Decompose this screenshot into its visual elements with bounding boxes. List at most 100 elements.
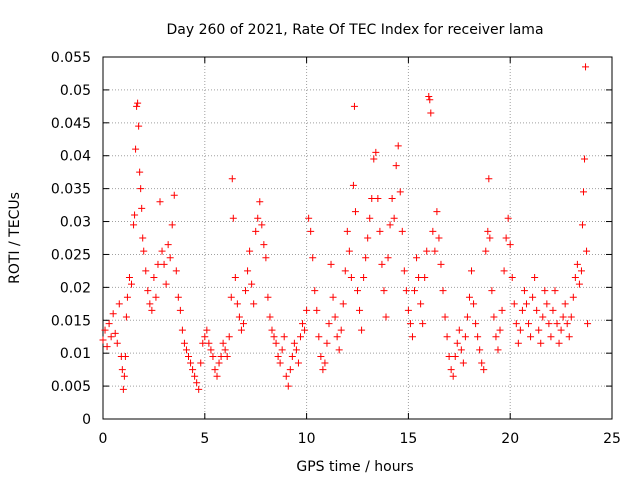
data-point	[174, 293, 182, 301]
data-point	[209, 352, 217, 360]
data-point	[221, 346, 229, 354]
data-point	[457, 346, 465, 354]
data-point	[500, 267, 508, 275]
data-point	[426, 96, 434, 104]
data-point	[195, 385, 203, 393]
data-point	[531, 273, 539, 281]
data-point	[356, 306, 364, 314]
data-point	[99, 336, 107, 344]
data-point	[567, 313, 575, 321]
data-point	[276, 359, 284, 367]
data-point	[103, 343, 111, 351]
data-point	[488, 287, 496, 295]
data-point	[162, 280, 170, 288]
data-point	[282, 372, 290, 380]
y-tick-label: 0.055	[51, 50, 91, 66]
x-tick-label: 15	[399, 431, 417, 447]
data-point	[217, 352, 225, 360]
data-point	[337, 326, 345, 334]
data-point	[120, 372, 128, 380]
data-point	[516, 326, 524, 334]
data-point	[520, 287, 528, 295]
data-point	[547, 333, 555, 341]
data-point	[193, 379, 201, 387]
x-tick-label: 5	[200, 431, 209, 447]
data-point	[260, 241, 268, 249]
data-point	[541, 287, 549, 295]
data-point	[386, 221, 394, 229]
data-point	[388, 195, 396, 203]
data-point	[484, 227, 492, 235]
data-point	[262, 254, 270, 262]
x-tick-label: 0	[99, 431, 108, 447]
data-point	[327, 260, 335, 268]
data-point	[510, 300, 518, 308]
data-point	[144, 287, 152, 295]
data-point	[309, 254, 317, 262]
data-point	[508, 273, 516, 281]
data-point	[476, 346, 484, 354]
data-point	[480, 366, 488, 374]
data-point	[239, 320, 247, 328]
data-point	[468, 267, 476, 275]
data-point	[201, 333, 209, 341]
data-point	[228, 175, 236, 183]
data-point	[286, 366, 294, 374]
data-point	[579, 188, 587, 196]
data-point	[136, 168, 144, 176]
data-point	[301, 326, 309, 334]
data-point	[101, 326, 109, 334]
data-point	[248, 280, 256, 288]
data-point	[242, 287, 250, 295]
data-point	[294, 359, 302, 367]
y-tick-label: 0.05	[60, 83, 91, 99]
y-tick-label: 0.005	[51, 379, 91, 395]
data-point	[470, 300, 478, 308]
data-point	[115, 300, 123, 308]
data-point	[123, 293, 131, 301]
data-point	[191, 372, 199, 380]
data-point	[235, 313, 243, 321]
data-point	[577, 267, 585, 275]
data-point	[223, 352, 231, 360]
data-point	[506, 241, 514, 249]
data-point	[166, 254, 174, 262]
data-point	[244, 267, 252, 275]
data-point	[252, 227, 260, 235]
data-point	[182, 346, 190, 354]
data-point	[154, 260, 162, 268]
data-point	[152, 293, 160, 301]
data-point	[160, 260, 168, 268]
data-point	[325, 320, 333, 328]
data-point	[425, 92, 433, 100]
data-point	[427, 109, 435, 117]
data-point	[299, 320, 307, 328]
data-point	[333, 333, 341, 341]
data-point	[443, 333, 451, 341]
data-point	[207, 346, 215, 354]
data-point	[205, 339, 213, 347]
data-point	[461, 333, 469, 341]
data-point	[474, 333, 482, 341]
data-point	[339, 300, 347, 308]
data-point	[421, 273, 429, 281]
data-point	[406, 320, 414, 328]
data-point	[303, 306, 311, 314]
data-point	[490, 313, 498, 321]
data-point	[584, 320, 592, 328]
plot-frame	[102, 56, 613, 420]
data-point	[323, 339, 331, 347]
data-point	[150, 273, 158, 281]
data-point	[180, 339, 188, 347]
data-point	[313, 306, 321, 314]
data-point	[366, 214, 374, 222]
data-point	[213, 372, 221, 380]
data-point	[522, 300, 530, 308]
data-point	[485, 175, 493, 183]
data-point	[581, 155, 589, 163]
data-point	[553, 320, 561, 328]
data-point	[578, 221, 586, 229]
data-point	[158, 247, 166, 255]
x-tick-label: 10	[298, 431, 316, 447]
